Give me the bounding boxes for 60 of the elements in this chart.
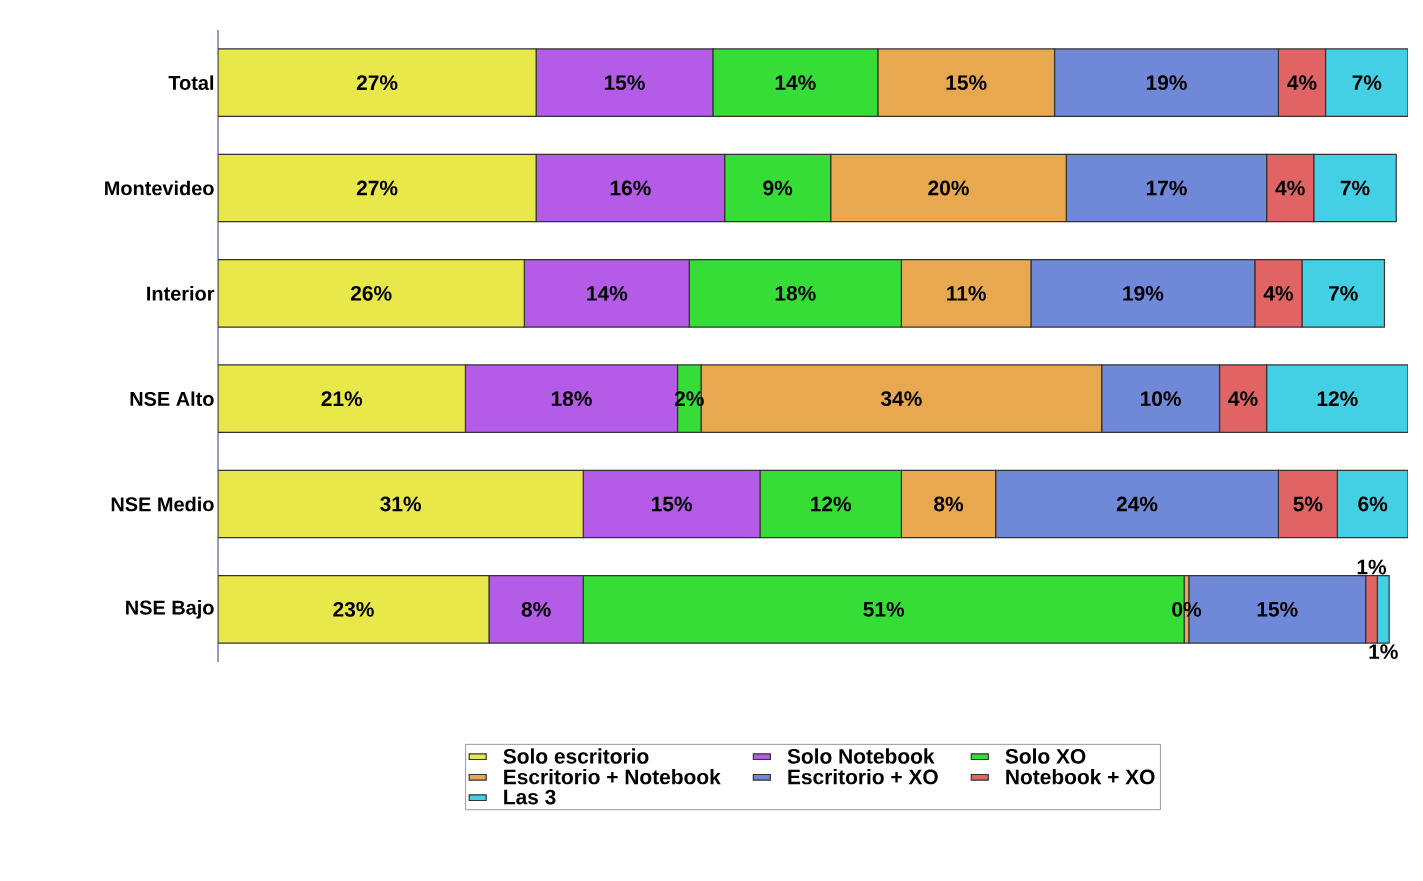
data-label: 15%: [946, 75, 987, 91]
data-label: 1%: [1369, 644, 1398, 659]
data-label: 4%: [1228, 391, 1258, 407]
data-label: 20%: [928, 180, 969, 196]
data-label: 51%: [863, 601, 905, 617]
data-label: 15%: [652, 496, 692, 512]
data-label: 1%: [1357, 559, 1387, 575]
data-label: 12%: [1317, 391, 1358, 407]
legend-label: Escritorio + XO: [788, 769, 938, 785]
y-tick-label: Interior: [147, 286, 215, 301]
data-label: 31%: [380, 496, 421, 512]
data-label: 7%: [1340, 180, 1370, 196]
data-label: 12%: [811, 496, 852, 512]
data-label: 17%: [1146, 180, 1187, 196]
legend-label: Solo escritorio: [503, 748, 649, 764]
data-label: 6%: [1358, 496, 1388, 512]
legend-label: Notebook + XO: [1006, 769, 1155, 785]
y-tick-label: Total: [168, 75, 214, 90]
data-label: 4%: [1275, 180, 1305, 196]
y-tick-label: NSE Bajo: [126, 600, 214, 619]
data-label: 8%: [521, 601, 551, 617]
data-label: 27%: [356, 75, 398, 91]
data-label: 9%: [763, 180, 793, 196]
bar: [218, 469, 584, 539]
data-label: 15%: [1257, 601, 1298, 617]
data-label: 7%: [1329, 285, 1358, 301]
bar: [218, 48, 537, 117]
data-label: 16%: [610, 180, 651, 196]
data-label: 18%: [775, 285, 816, 301]
data-label: 19%: [1123, 285, 1164, 301]
data-label: 8%: [934, 496, 964, 512]
data-label: 26%: [350, 285, 392, 301]
y-tick-label: Montevideo: [105, 180, 214, 196]
bar: [218, 259, 525, 328]
bar: [218, 364, 467, 433]
data-label: 10%: [1140, 391, 1181, 407]
legend-label: Escritorio + Notebook: [504, 769, 721, 785]
data-label: 14%: [775, 75, 816, 91]
data-label: 5%: [1293, 496, 1323, 512]
legend-label: Las 3: [504, 789, 556, 805]
data-label: 24%: [1116, 496, 1158, 512]
data-label: 11%: [947, 285, 986, 301]
data-label: 0%: [1172, 601, 1202, 617]
data-label: 7%: [1352, 75, 1382, 91]
bar: [218, 153, 537, 223]
legend-label: Solo XO: [1005, 748, 1086, 764]
data-label: 14%: [587, 285, 628, 301]
data-label: 4%: [1263, 285, 1293, 301]
data-label: 18%: [551, 391, 592, 407]
y-tick-label: NSE Alto: [130, 391, 214, 406]
data-label: 4%: [1287, 75, 1317, 91]
data-label: 34%: [880, 391, 922, 407]
bar: [218, 575, 490, 644]
data-label: 23%: [333, 601, 374, 617]
data-label: 27%: [356, 180, 398, 196]
y-tick-label: NSE Medio: [111, 496, 214, 512]
data-label: 21%: [321, 391, 363, 407]
data-label: 15%: [604, 75, 645, 91]
legend-label: Solo Notebook: [787, 748, 935, 764]
data-label: 19%: [1146, 75, 1187, 91]
